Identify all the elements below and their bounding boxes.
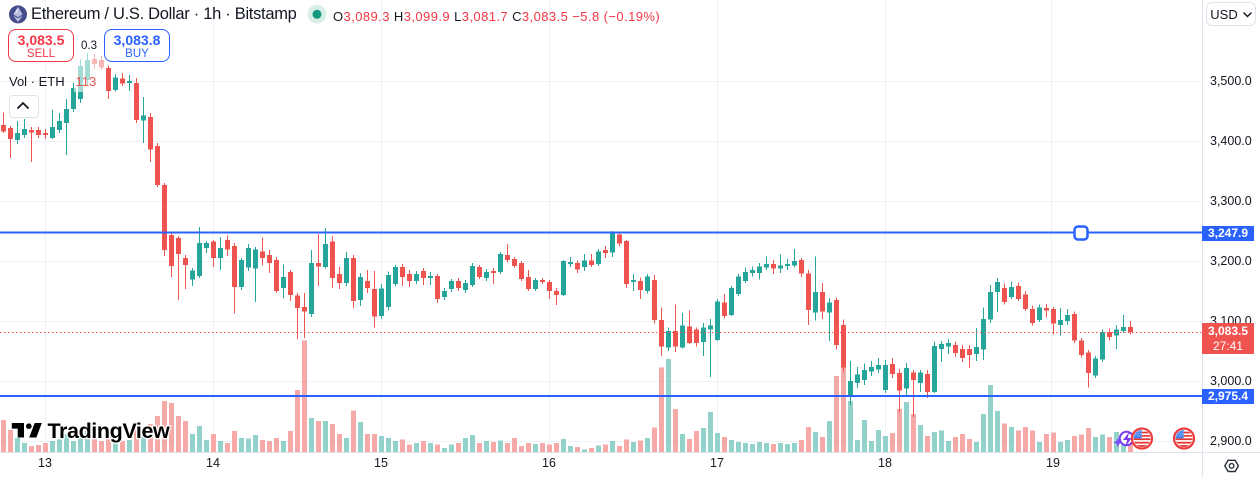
svg-text:TradingView: TradingView bbox=[48, 419, 171, 443]
